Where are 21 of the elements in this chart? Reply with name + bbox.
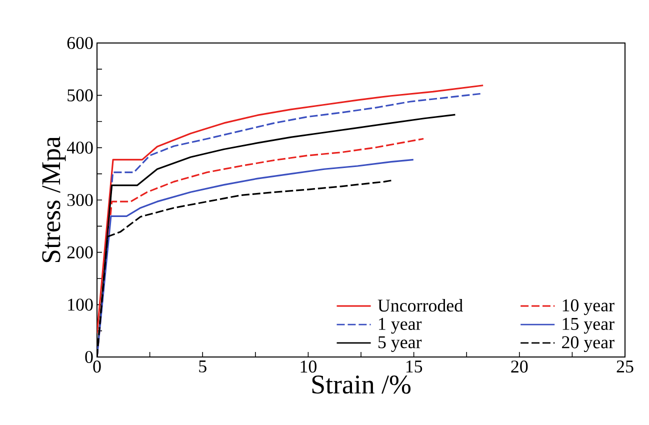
x-tick-label: 20: [511, 360, 528, 373]
x-tick-label: 25: [616, 360, 634, 373]
legend-label: 10 year: [562, 299, 614, 316]
x-tick-label: 0: [93, 360, 101, 373]
x-tick-label: 15: [406, 360, 422, 373]
y-axis-title: Stress /Mpa: [42, 136, 66, 262]
y-tick-label: 0: [85, 350, 93, 364]
legend-label: 1 year: [379, 318, 422, 334]
legend-label: 5 year: [378, 336, 422, 352]
legend-label: 20 year: [562, 336, 614, 352]
y-tick-label: 400: [66, 142, 93, 154]
x-axis-title: Strain /%: [312, 375, 411, 394]
legend-label: Uncorroded: [378, 299, 463, 312]
legend-label: 15 year: [562, 318, 614, 334]
y-tick-label: 200: [67, 246, 93, 258]
y-tick-label: 600: [67, 36, 93, 50]
x-tick-label: 5: [199, 360, 206, 372]
x-tick-label: 10: [300, 360, 316, 373]
y-tick-label: 500: [68, 89, 93, 102]
y-tick-label: 100: [68, 298, 93, 311]
y-tick-label: 300: [67, 194, 93, 206]
